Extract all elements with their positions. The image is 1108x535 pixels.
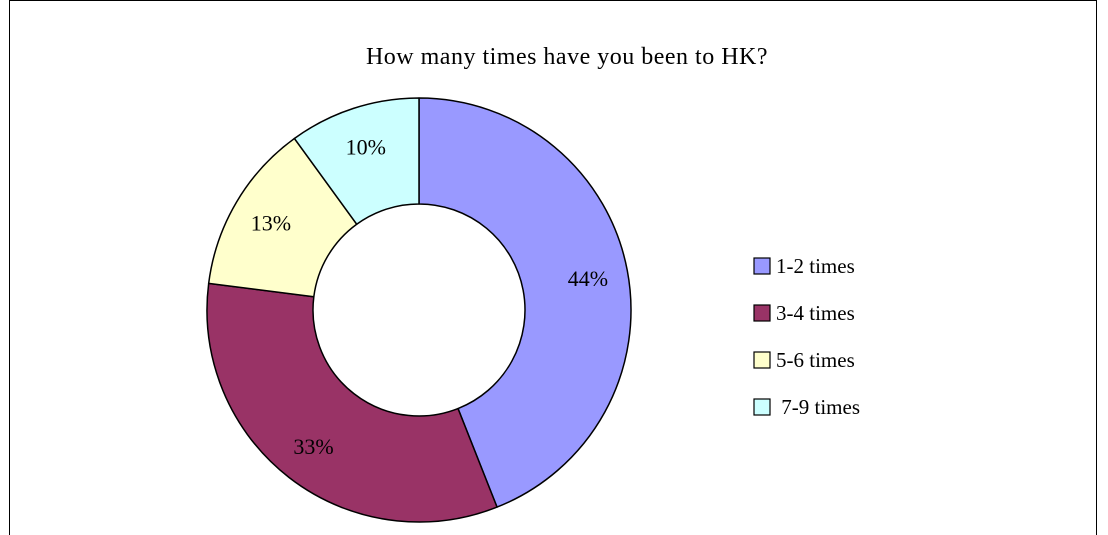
legend-item-1-2-times: 1-2 times <box>753 254 855 278</box>
legend: 1-2 times 3-4 times 5-6 times 7-9 times <box>753 254 860 419</box>
slice-3-4-times <box>206 282 498 523</box>
legend-label-5-6-times: 5-6 times <box>776 348 855 372</box>
legend-label-3-4-times: 3-4 times <box>776 301 855 325</box>
legend-item-3-4-times: 3-4 times <box>753 301 855 325</box>
legend-label-1-2-times: 1-2 times <box>776 254 855 278</box>
slice-labels: 44% 33% 13% 10% <box>251 134 608 458</box>
slice-label-3-4-times: 33% <box>293 434 333 459</box>
legend-label-7-9-times: 7-9 times <box>776 395 860 419</box>
legend-swatch-5-6-times <box>753 351 771 369</box>
slice-7-9-times <box>293 97 420 225</box>
slice-1-2-times <box>418 97 632 508</box>
doughnut-slices <box>206 97 632 523</box>
legend-swatch-1-2-times <box>753 257 771 275</box>
slice-label-1-2-times: 44% <box>568 266 608 291</box>
legend-item-5-6-times: 5-6 times <box>753 348 855 372</box>
slice-label-7-9-times: 10% <box>346 134 386 159</box>
legend-item-7-9-times: 7-9 times <box>753 395 860 419</box>
chart-title: How many times have you been to HK? <box>366 44 768 70</box>
legend-swatch-7-9-times <box>753 398 771 416</box>
legend-swatch-3-4-times <box>753 304 771 322</box>
slice-label-5-6-times: 13% <box>251 210 291 235</box>
